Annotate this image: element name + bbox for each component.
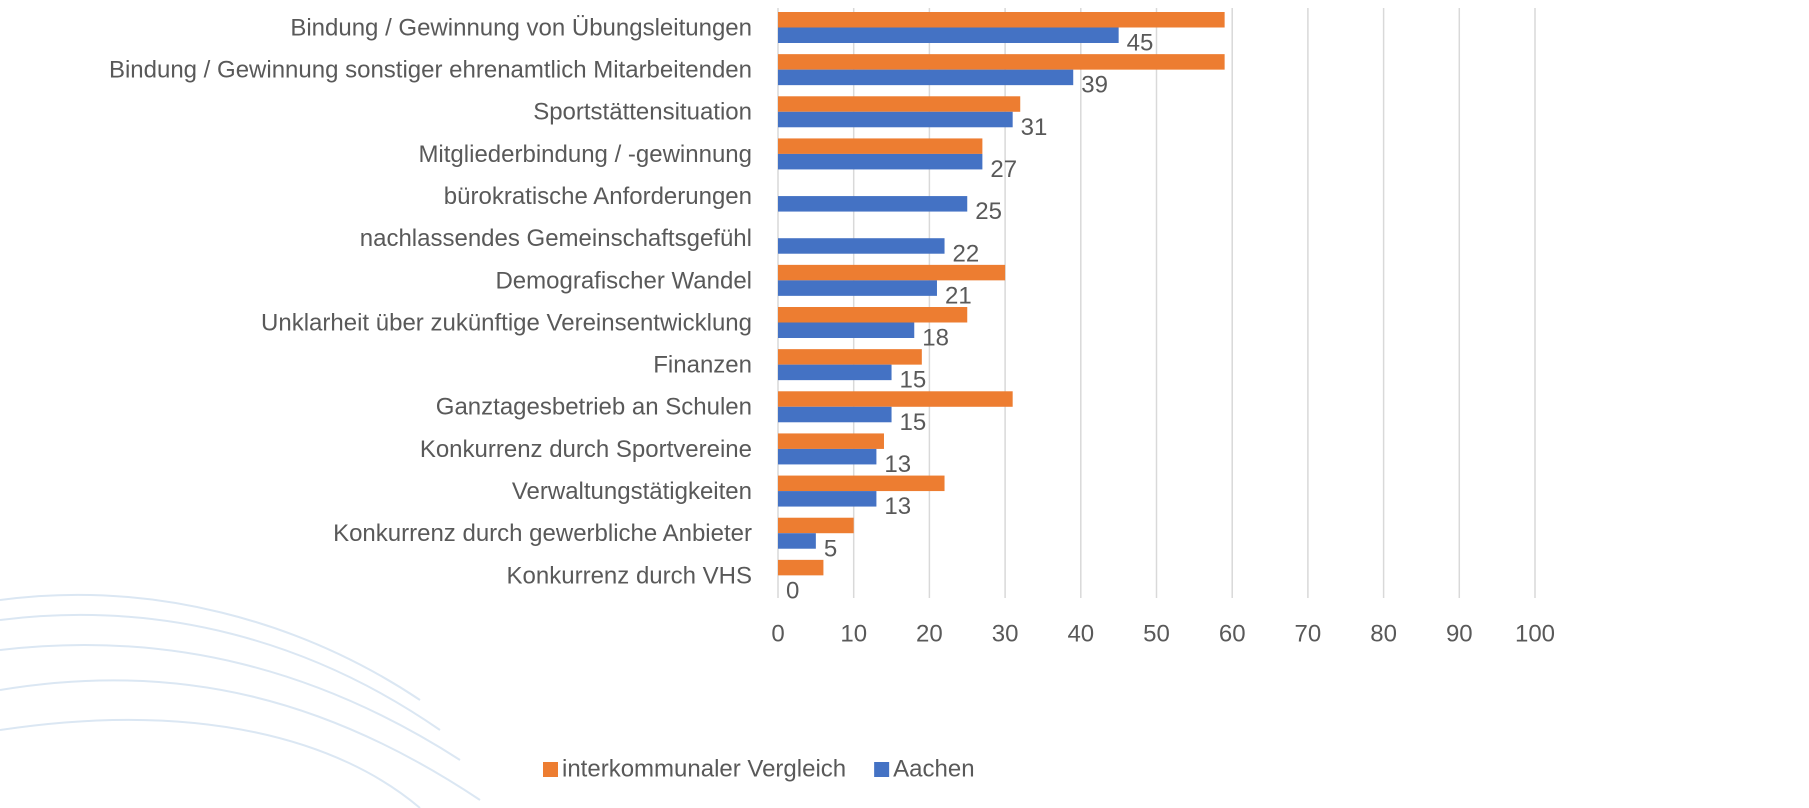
data-label: 22 (953, 240, 980, 267)
y-tick-label: Sportstättensituation (533, 99, 752, 126)
bar (778, 264, 1006, 281)
y-tick-label: Unklarheit über zukünftige Vereinsentwic… (261, 309, 752, 336)
x-tick-label: 40 (1067, 620, 1094, 647)
data-label: 15 (900, 367, 927, 394)
data-label: 13 (884, 451, 911, 478)
bar (778, 111, 1013, 128)
x-tick-label: 50 (1143, 620, 1170, 647)
x-tick-label: 80 (1370, 620, 1397, 647)
y-tick-label: Konkurrenz durch gewerbliche Anbieter (333, 520, 752, 547)
bar (778, 138, 983, 154)
x-tick-label: 10 (840, 620, 867, 647)
x-tick-label: 70 (1295, 620, 1322, 647)
bar (778, 517, 854, 534)
y-tick-label: Bindung / Gewinnung sonstiger ehrenamtli… (109, 57, 752, 84)
bar (778, 153, 983, 170)
bar (778, 364, 892, 381)
y-tick-label: nachlassendes Gemeinschaftsgefühl (360, 225, 752, 252)
bar (778, 27, 1119, 43)
y-tick-label: Ganztagesbetrieb an Schulen (436, 394, 752, 421)
legend-swatch (874, 762, 890, 777)
data-label: 45 (1127, 30, 1154, 57)
x-tick-label: 0 (771, 620, 784, 647)
y-tick-label: Bindung / Gewinnung von Übungsleitungen (290, 14, 752, 41)
bar (778, 533, 816, 549)
data-label: 5 (824, 535, 837, 562)
bar (778, 12, 1225, 28)
x-tick-label: 20 (916, 620, 943, 647)
data-label: 25 (975, 198, 1002, 225)
bar (778, 322, 915, 338)
x-tick-label: 60 (1219, 620, 1246, 647)
y-tick-label: Konkurrenz durch VHS (507, 562, 752, 589)
legend-swatch (543, 762, 558, 777)
bar (778, 448, 877, 465)
data-label: 31 (1021, 114, 1048, 141)
bar (778, 196, 968, 212)
x-tick-label: 30 (992, 620, 1019, 647)
data-label: 13 (884, 493, 911, 520)
bar (778, 69, 1074, 86)
y-tick-label: Finanzen (653, 352, 752, 379)
bar (778, 280, 937, 296)
y-tick-label: Mitgliederbindung / -gewinnung (418, 141, 752, 168)
data-label: 39 (1081, 72, 1108, 99)
data-label: 21 (945, 282, 972, 309)
data-label: 27 (990, 156, 1017, 183)
data-label: 18 (922, 325, 949, 352)
bar (778, 54, 1225, 70)
y-tick-label: bürokratische Anforderungen (444, 183, 752, 210)
bar (778, 307, 968, 323)
y-tick-label: Demografischer Wandel (495, 267, 752, 294)
x-tick-label: 100 (1515, 620, 1555, 647)
bar (778, 475, 945, 492)
bar (778, 349, 922, 365)
watermark (0, 593, 481, 808)
bar (778, 433, 884, 449)
legend-label: interkommunaler Vergleich (562, 755, 846, 782)
bar (778, 391, 1013, 407)
bar (778, 96, 1021, 112)
bar (778, 491, 877, 507)
bar (778, 559, 824, 576)
y-tick-label: Konkurrenz durch Sportvereine (420, 436, 752, 463)
legend-label: Aachen (893, 755, 974, 782)
bar (778, 238, 945, 254)
x-tick-label: 90 (1446, 620, 1473, 647)
data-label: 0 (786, 577, 799, 604)
y-tick-label: Verwaltungstätigkeiten (512, 478, 752, 505)
data-label: 15 (900, 409, 927, 436)
bar (778, 406, 892, 423)
